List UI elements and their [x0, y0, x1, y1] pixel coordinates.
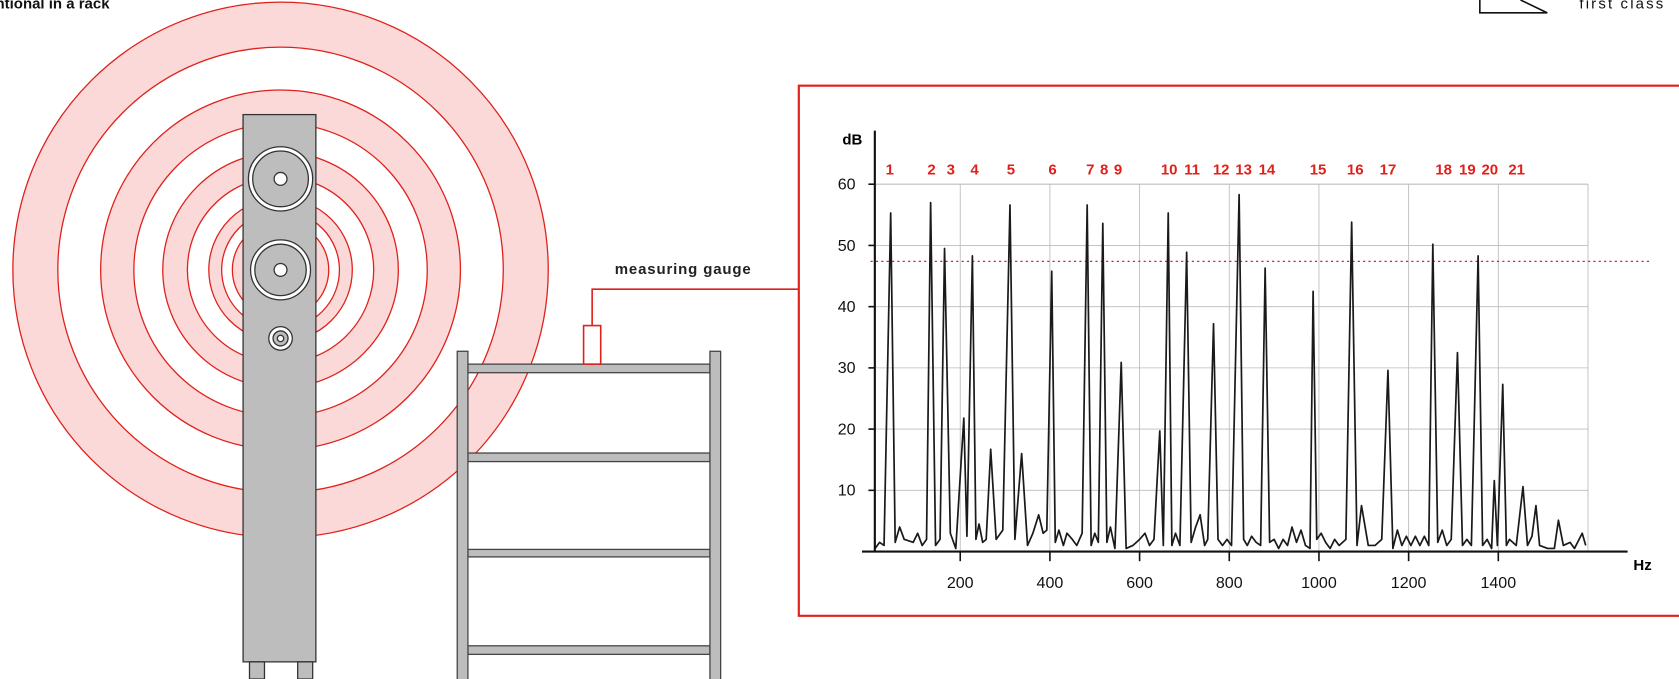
peak-label: 2 — [927, 162, 935, 179]
peak-label: 6 — [1048, 162, 1056, 179]
peak-label: 3 — [947, 162, 955, 179]
page-title: entional in a rack — [0, 0, 110, 13]
peak-label: 12 — [1213, 162, 1230, 179]
peak-label: 7 — [1086, 162, 1094, 179]
spectrum-line — [874, 193, 1587, 550]
x-tick-label: 200 — [947, 574, 974, 592]
peak-label: 13 — [1235, 162, 1252, 179]
peak-label: 14 — [1259, 162, 1276, 179]
peak-label: 19 — [1459, 162, 1476, 179]
y-tick-label: 60 — [838, 176, 856, 194]
peak-label: 15 — [1310, 162, 1327, 179]
peak-label: 17 — [1380, 162, 1397, 179]
peak-label: 16 — [1347, 162, 1364, 179]
peak-label: 4 — [970, 162, 979, 179]
peak-label: 5 — [1007, 162, 1015, 179]
peak-label: 9 — [1114, 162, 1122, 179]
plot: 10 20 30 40 50 60 200 400 600 800 1000 1200 1400 dB Hz… — [838, 130, 1652, 592]
y-axis-label: dB — [842, 132, 862, 149]
x-tick-label: 400 — [1037, 574, 1064, 592]
y-tick-label: 10 — [838, 482, 856, 500]
peak-label: 8 — [1100, 162, 1108, 179]
logo-text: first class — [1579, 0, 1665, 13]
peak-label: 10 — [1161, 162, 1178, 179]
y-tick-label: 30 — [838, 359, 856, 377]
peak-label: 20 — [1481, 162, 1498, 179]
y-tick-label: 50 — [838, 237, 856, 255]
logo-mark — [1479, 0, 1548, 14]
speaker — [242, 113, 317, 679]
x-tick-label: 600 — [1126, 574, 1153, 592]
y-tick-label: 20 — [838, 420, 856, 438]
gauge — [582, 288, 799, 365]
x-tick-label: 1400 — [1480, 574, 1516, 592]
gauge-label: measuring gauge — [615, 261, 752, 278]
peak-label: 18 — [1435, 162, 1452, 179]
x-tick-label: 1200 — [1391, 574, 1427, 592]
x-tick-label: 800 — [1216, 574, 1243, 592]
x-axis-label: Hz — [1633, 557, 1651, 574]
x-tick-label: 1000 — [1301, 574, 1337, 592]
peak-label: 21 — [1508, 162, 1525, 179]
peak-label: 1 — [886, 162, 894, 179]
peak-label: 11 — [1184, 162, 1200, 179]
y-tick-label: 40 — [838, 298, 856, 316]
